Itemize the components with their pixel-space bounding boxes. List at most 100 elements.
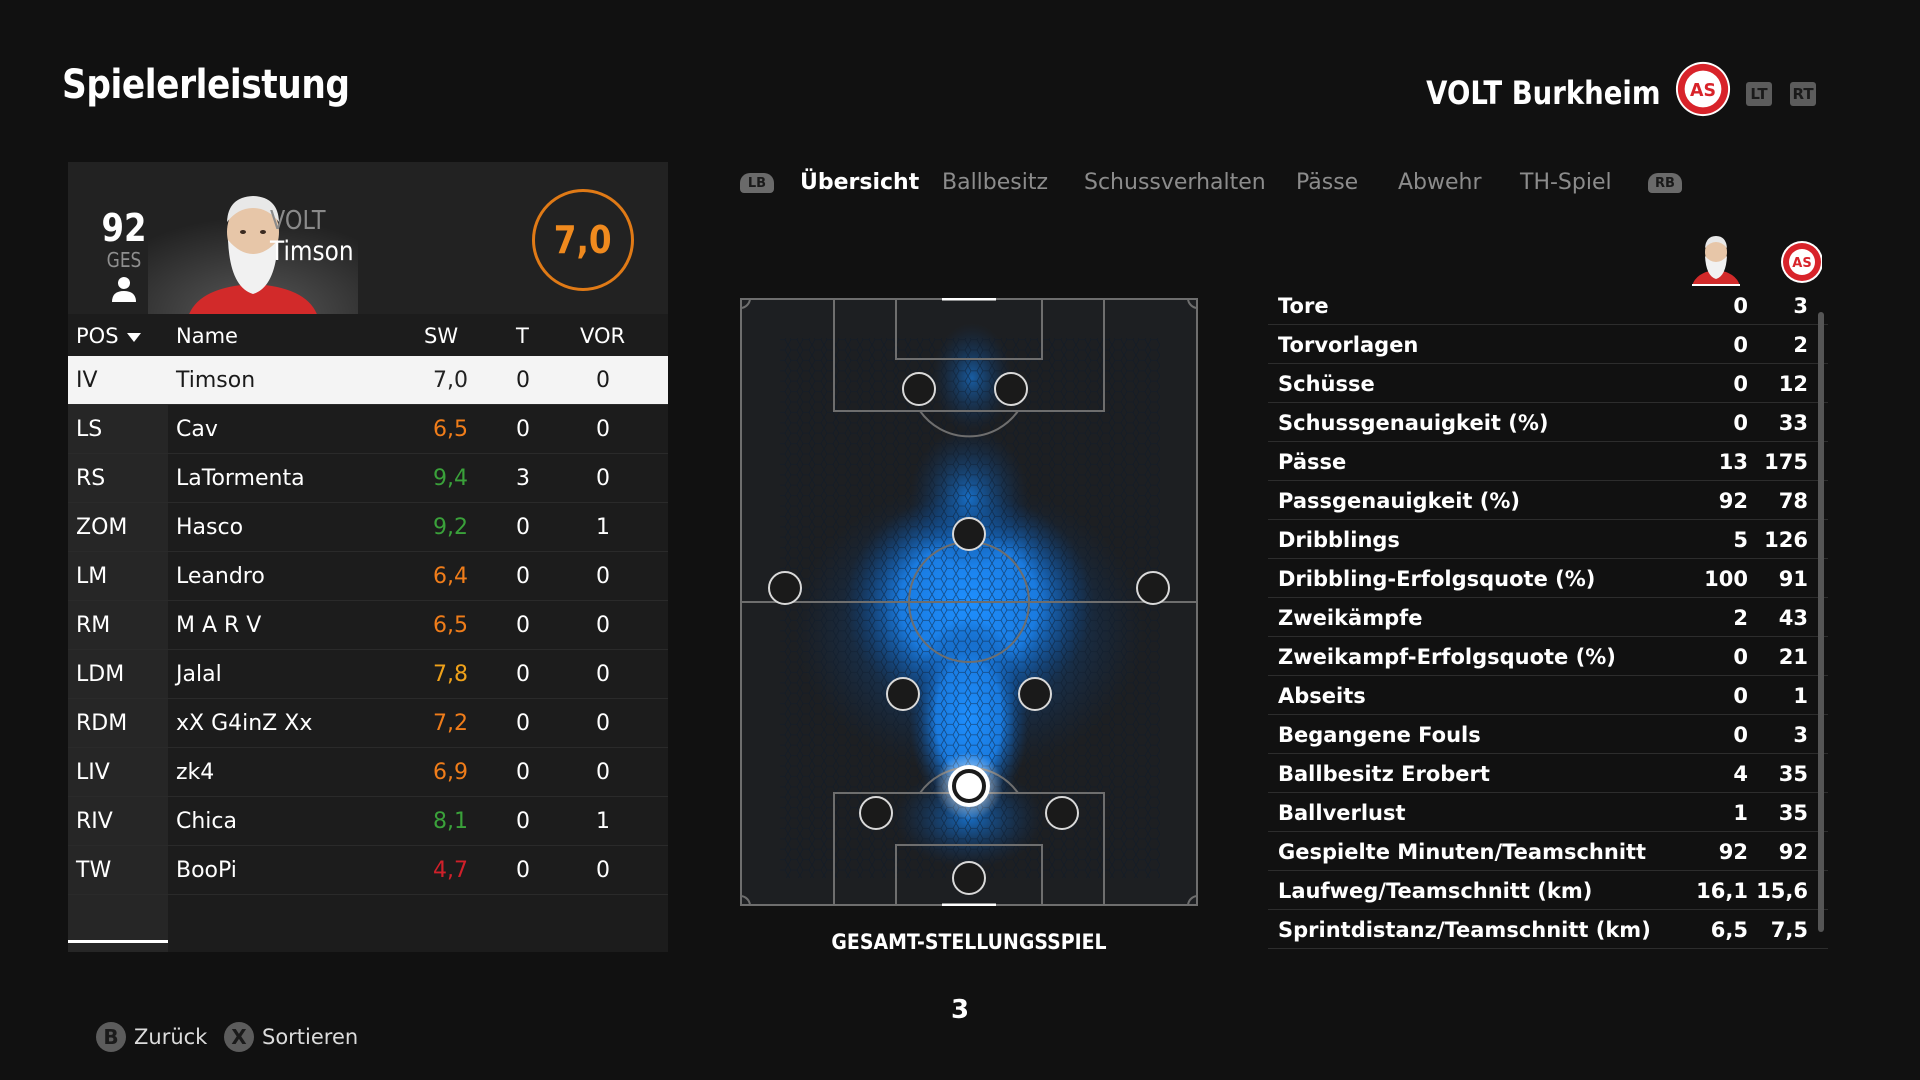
match-rating-badge: 7,0: [532, 189, 634, 291]
stat-team-value: 7,5: [1770, 918, 1808, 942]
person-icon: [112, 277, 136, 302]
stat-row: Passgenauigkeit (%) 92 78: [1268, 481, 1828, 520]
row-position: IV: [76, 368, 98, 393]
stat-label: Gespielte Minuten/Teamschnitt: [1278, 840, 1647, 864]
stat-team-value: 12: [1778, 372, 1808, 396]
table-row[interactable]: TW BooPi 4,7 0 0: [68, 846, 668, 895]
stats-scrollbar[interactable]: [1818, 312, 1824, 932]
rt-trigger-icon[interactable]: RT: [1790, 82, 1816, 106]
table-row[interactable]: RS LaTormenta 9,4 3 0: [68, 454, 668, 503]
table-row[interactable]: LIV zk4 6,9 0 0: [68, 748, 668, 797]
stat-label: Sprintdistanz/Teamschnitt (km): [1278, 918, 1651, 942]
back-hint[interactable]: B Zurück: [96, 1022, 207, 1052]
tab-paesse[interactable]: Pässe: [1296, 170, 1359, 195]
row-position: RDM: [76, 711, 128, 736]
stat-row: Ballverlust 1 35: [1268, 793, 1828, 832]
row-goals: 0: [516, 368, 530, 393]
rb-bumper-icon[interactable]: RB: [1648, 173, 1682, 193]
player-avatar-icon: [1692, 236, 1740, 286]
stat-label: Ballverlust: [1278, 801, 1406, 825]
stat-row: Zweikämpfe 2 43: [1268, 598, 1828, 637]
stat-player-value: 0: [1733, 723, 1748, 747]
row-rating: 7,2: [433, 711, 468, 736]
column-header-sw[interactable]: SW: [424, 324, 459, 348]
row-player-name: zk4: [176, 760, 215, 785]
lb-bumper-icon[interactable]: LB: [740, 173, 774, 193]
stat-player-value: 1: [1733, 801, 1748, 825]
table-row[interactable]: ZOM Hasco 9,2 0 1: [68, 503, 668, 552]
table-row[interactable]: LDM Jalal 7,8 0 0: [68, 650, 668, 699]
lt-trigger-icon[interactable]: LT: [1746, 82, 1772, 106]
stat-row: Sprintdistanz/Teamschnitt (km) 6,5 7,5: [1268, 910, 1828, 949]
stat-player-value: 92: [1718, 840, 1748, 864]
table-row[interactable]: RM M A R V 6,5 0 0: [68, 601, 668, 650]
row-assists: 1: [596, 515, 610, 540]
row-rating: 6,5: [433, 613, 468, 638]
row-player-name: Chica: [176, 809, 237, 834]
stat-player-value: 6,5: [1710, 918, 1748, 942]
player-table-panel: 92 GES VOLT Timson 7,0 POS N: [68, 162, 668, 952]
row-goals: 0: [516, 417, 530, 442]
row-assists: 0: [596, 466, 610, 491]
table-row[interactable]: RDM xX G4inZ Xx 7,2 0 0: [68, 699, 668, 748]
stat-player-value: 0: [1733, 684, 1748, 708]
stats-comparison-list: Tore 0 3 Torvorlagen 0 2 Schüsse 0 12 Schussgenau…: [1268, 286, 1828, 949]
page-number: 3: [950, 995, 970, 1025]
stat-row: Gespielte Minuten/Teamschnitt 92 92: [1268, 832, 1828, 871]
tab-th-spiel[interactable]: TH-Spiel: [1520, 170, 1612, 195]
column-header-vor[interactable]: VOR: [580, 324, 626, 348]
row-goals: 0: [516, 613, 530, 638]
row-assists: 0: [596, 417, 610, 442]
stat-team-value: 78: [1778, 489, 1808, 513]
stat-label: Schüsse: [1278, 372, 1375, 396]
table-row[interactable]: LM Leandro 6,4 0 0: [68, 552, 668, 601]
row-rating: 8,1: [433, 809, 468, 834]
stat-player-value: 0: [1733, 294, 1748, 318]
row-position: RS: [76, 466, 106, 491]
row-assists: 0: [596, 711, 610, 736]
column-header-t[interactable]: T: [516, 324, 529, 348]
row-goals: 0: [516, 515, 530, 540]
stat-team-value: 33: [1778, 411, 1808, 435]
row-position: ZOM: [76, 515, 128, 540]
tab-abwehr[interactable]: Abwehr: [1398, 170, 1482, 195]
sort-hint[interactable]: X Sortieren: [224, 1022, 358, 1052]
row-rating: 9,4: [433, 466, 468, 491]
row-goals: 0: [516, 809, 530, 834]
column-header-pos[interactable]: POS: [76, 324, 141, 348]
x-button-icon: X: [224, 1022, 254, 1052]
stat-player-value: 92: [1718, 489, 1748, 513]
player-club: VOLT: [270, 206, 326, 236]
row-player-name: Jalal: [176, 662, 222, 687]
b-button-icon: B: [96, 1022, 126, 1052]
stat-team-value: 2: [1793, 333, 1808, 357]
tab-ballbesitz[interactable]: Ballbesitz: [942, 170, 1049, 195]
row-position: LS: [76, 417, 103, 442]
column-header-name[interactable]: Name: [176, 324, 238, 348]
stat-team-value: 92: [1778, 840, 1808, 864]
position-column-background: [68, 356, 168, 952]
stat-player-value: 0: [1733, 372, 1748, 396]
table-row[interactable]: RIV Chica 8,1 0 1: [68, 797, 668, 846]
row-rating: 7,0: [433, 368, 468, 393]
stat-team-value: 3: [1793, 723, 1808, 747]
stat-team-value: 35: [1778, 762, 1808, 786]
row-position: RM: [76, 613, 111, 638]
stat-row: Schüsse 0 12: [1268, 364, 1828, 403]
row-goals: 0: [516, 711, 530, 736]
stat-row: Abseits 0 1: [1268, 676, 1828, 715]
stat-label: Laufweg/Teamschnitt (km): [1278, 879, 1593, 903]
row-rating: 6,5: [433, 417, 468, 442]
stat-row: Schussgenauigkeit (%) 0 33: [1268, 403, 1828, 442]
row-goals: 0: [516, 564, 530, 589]
player-name: Timson: [270, 236, 354, 267]
match-rating-value: 7,0: [554, 218, 612, 262]
table-row[interactable]: LS Cav 6,5 0 0: [68, 405, 668, 454]
table-row[interactable]: IV Timson 7,0 0 0: [68, 356, 668, 405]
tab-schussverhalten[interactable]: Schussverhalten: [1084, 170, 1266, 195]
stat-team-value: 175: [1764, 450, 1808, 474]
row-position: LM: [76, 564, 108, 589]
tab-uebersicht[interactable]: Übersicht: [800, 170, 920, 195]
stat-row: Laufweg/Teamschnitt (km) 16,1 15,6: [1268, 871, 1828, 910]
positioning-heatmap: [740, 298, 1198, 906]
